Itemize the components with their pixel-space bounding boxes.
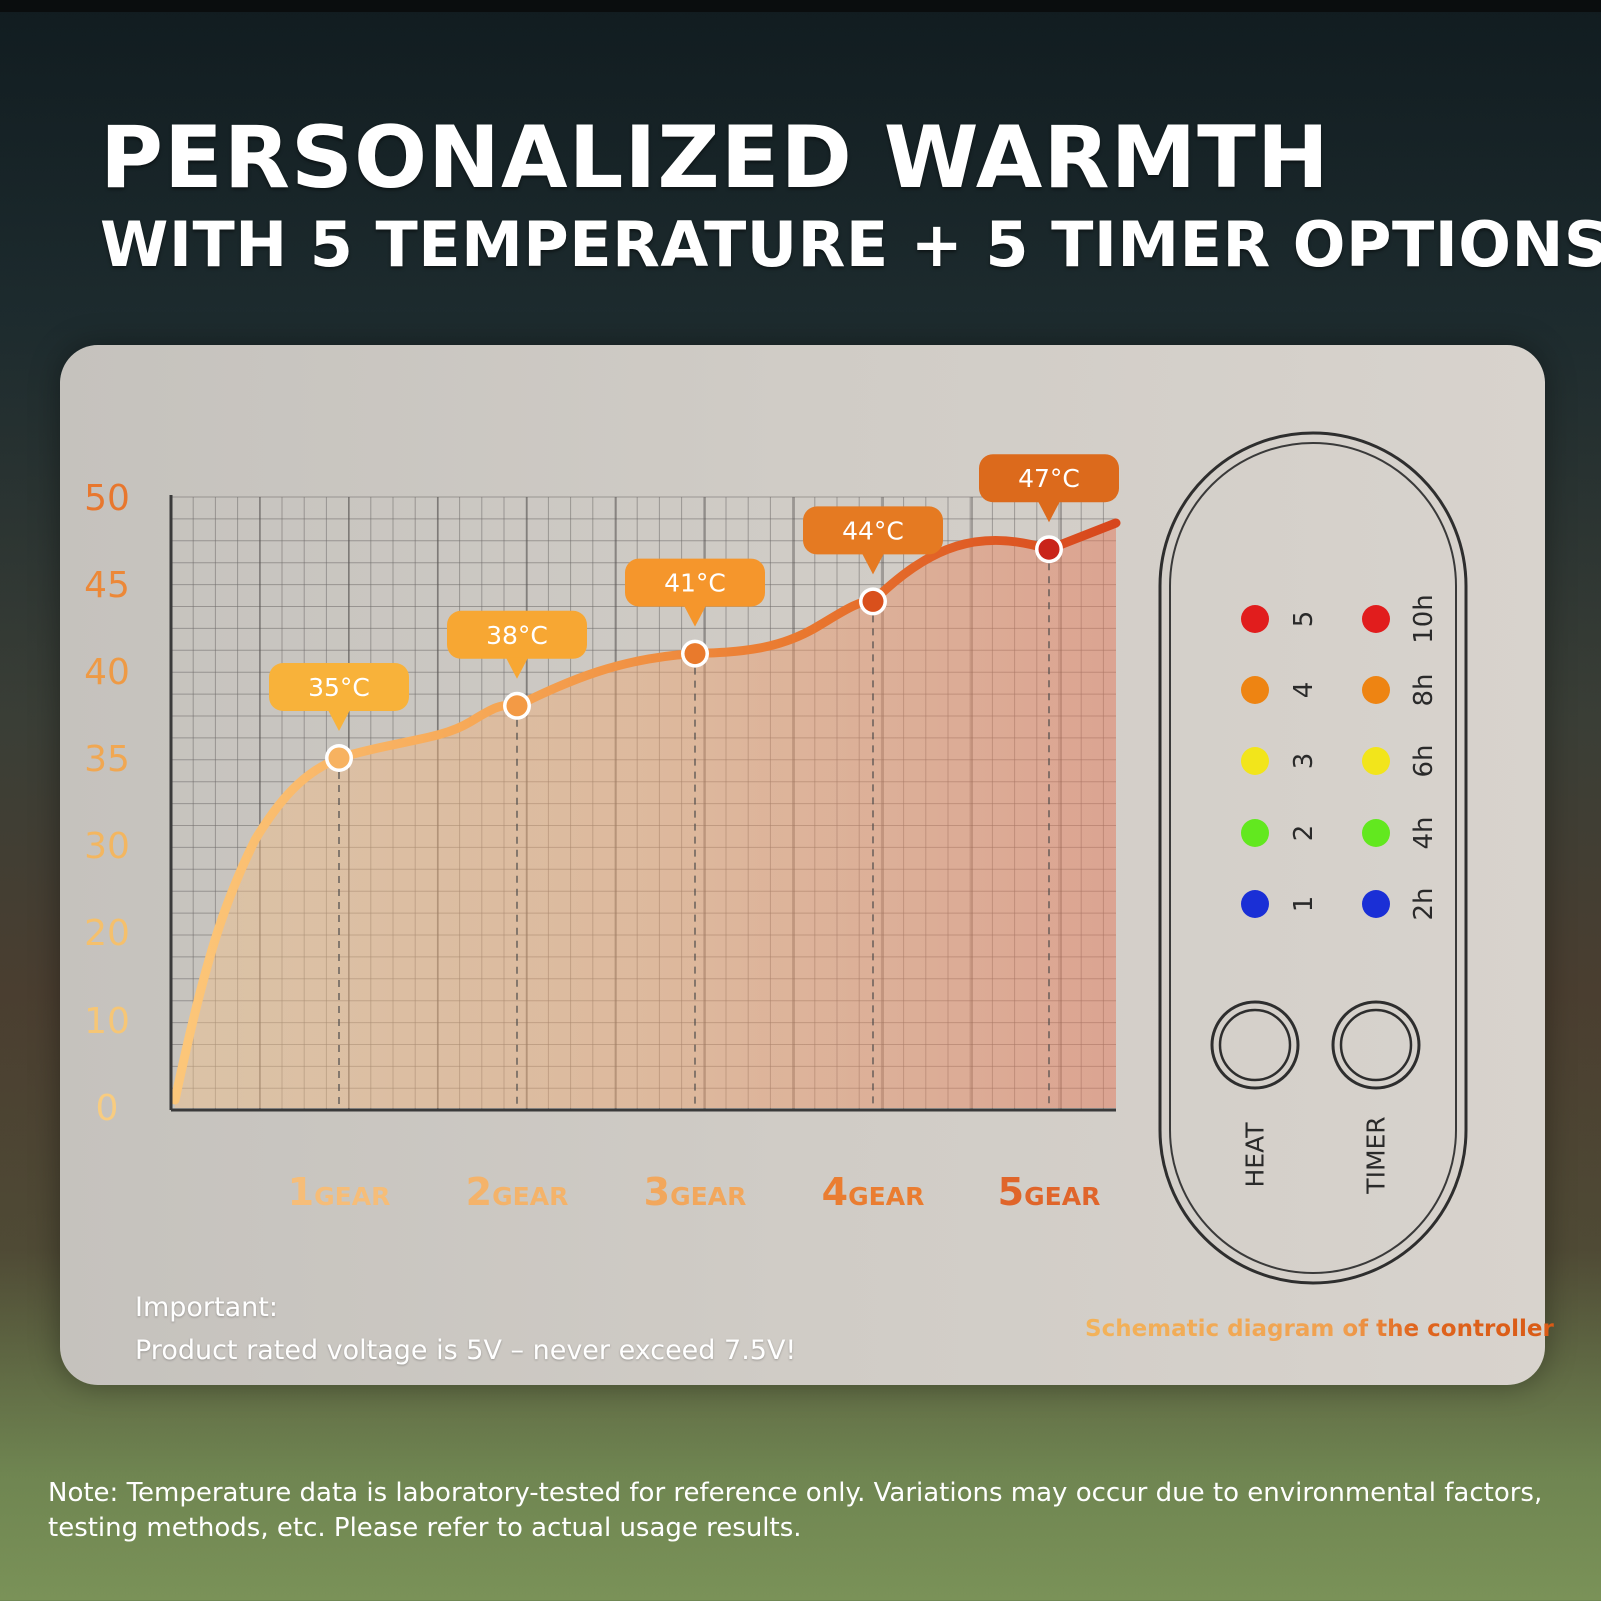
gear-labels: 1GEAR 2GEAR 3GEAR 4GEAR 5GEAR xyxy=(288,1170,1101,1214)
controller-inner xyxy=(1169,442,1457,1274)
y-tick-label: 0 xyxy=(96,1088,119,1129)
callout-box xyxy=(625,558,765,607)
timer-level-label: 4h xyxy=(1409,816,1439,849)
heat-level-label: 5 xyxy=(1289,611,1319,628)
gear-number: 2 xyxy=(466,1170,492,1214)
value-callouts: 35°C 38°C 41°C 44°C 47°C xyxy=(269,454,1119,731)
led-rows: 5 10h 4 8h 3 6h 2 4h 1 2h xyxy=(1241,594,1439,921)
timer-level-label: 8h xyxy=(1409,673,1439,706)
callout-label: 41°C xyxy=(664,569,726,598)
gear-label: 3GEAR xyxy=(644,1170,747,1214)
timer-level-label: 2h xyxy=(1409,887,1439,920)
data-markers xyxy=(325,535,1063,772)
gear-word: GEAR xyxy=(492,1182,568,1211)
gear-number: 1 xyxy=(288,1170,314,1214)
important-label: Important: xyxy=(135,1292,278,1323)
marker-dot xyxy=(506,695,528,717)
timer-led xyxy=(1362,605,1390,633)
marker-dot xyxy=(1038,538,1060,560)
heat-led xyxy=(1241,890,1269,918)
callout-box xyxy=(803,506,943,555)
callout-label: 47°C xyxy=(1018,464,1080,493)
y-tick-labels: 50 45 40 35 30 20 10 0 xyxy=(84,478,130,1129)
callout-label: 44°C xyxy=(842,516,904,545)
timer-led xyxy=(1362,747,1390,775)
gear-word: GEAR xyxy=(848,1182,924,1211)
footnote: Note: Temperature data is laboratory-tes… xyxy=(48,1478,1543,1543)
timer-button-label: TIMER xyxy=(1362,1116,1391,1194)
heat-level-label: 4 xyxy=(1289,682,1319,699)
controller-buttons: HEAT TIMER xyxy=(1210,1000,1421,1195)
gear-label: 1GEAR xyxy=(288,1170,391,1214)
timer-button-inner xyxy=(1339,1008,1413,1082)
callout-box xyxy=(979,454,1119,503)
gear-number: 4 xyxy=(822,1170,848,1214)
callout-box xyxy=(447,610,587,659)
y-tick-label: 10 xyxy=(84,1001,130,1042)
y-tick-label: 20 xyxy=(84,913,130,954)
callout-label: 35°C xyxy=(308,673,370,702)
y-tick-label: 50 xyxy=(84,478,130,519)
marker-dot xyxy=(862,590,884,612)
caption-part2: of the controller xyxy=(1342,1316,1554,1342)
curve-area xyxy=(175,523,1116,1108)
callout-pointer xyxy=(862,553,884,575)
callout-pointer xyxy=(328,710,350,731)
gear-label: 4GEAR xyxy=(822,1170,925,1214)
marker-dot xyxy=(684,643,706,665)
timer-led xyxy=(1362,890,1390,918)
timer-level-label: 10h xyxy=(1409,594,1439,644)
gear-number: 3 xyxy=(644,1170,670,1214)
timer-level-label: 6h xyxy=(1409,744,1439,777)
heat-led xyxy=(1241,819,1269,847)
heat-led xyxy=(1241,605,1269,633)
gear-label: 2GEAR xyxy=(466,1170,569,1214)
top-bar xyxy=(0,0,1601,12)
controller-diagram: 5 10h 4 8h 3 6h 2 4h 1 2h HEAT TIMER xyxy=(1158,431,1468,1285)
heat-level-label: 3 xyxy=(1289,753,1319,770)
timer-led xyxy=(1362,819,1390,847)
drop-lines xyxy=(338,563,1050,1108)
gear-word: GEAR xyxy=(314,1182,390,1211)
controller-caption: Schematic diagram of the controller xyxy=(1085,1316,1554,1342)
timer-led xyxy=(1362,676,1390,704)
heat-button-label: HEAT xyxy=(1241,1122,1270,1188)
gear-word: GEAR xyxy=(1024,1182,1100,1211)
subheadline: WITH 5 TEMPERATURE + 5 TIMER OPTIONS xyxy=(100,208,1601,281)
callout-box xyxy=(269,663,409,711)
gear-label: 5GEAR xyxy=(998,1170,1101,1214)
y-tick-label: 40 xyxy=(84,652,130,693)
heat-led xyxy=(1241,747,1269,775)
marker-dot xyxy=(328,747,350,769)
callout-pointer xyxy=(1038,501,1060,523)
heat-level-label: 2 xyxy=(1289,825,1319,842)
y-tick-label: 30 xyxy=(84,826,130,867)
caption-part1: Schematic diagram xyxy=(1085,1316,1335,1342)
timer-button-outer xyxy=(1331,1000,1421,1090)
important-text: Product rated voltage is 5V – never exce… xyxy=(135,1335,797,1366)
callout-pointer xyxy=(506,657,528,679)
controller-outer xyxy=(1158,431,1468,1285)
y-tick-label: 45 xyxy=(84,565,130,606)
callout-pointer xyxy=(684,605,706,627)
callout-label: 38°C xyxy=(486,621,548,650)
y-tick-label: 35 xyxy=(84,739,130,780)
heat-button-inner xyxy=(1218,1008,1292,1082)
gear-number: 5 xyxy=(998,1170,1024,1214)
heat-button-outer xyxy=(1210,1000,1300,1090)
heat-led xyxy=(1241,676,1269,704)
headline: PERSONALIZED WARMTH xyxy=(100,108,1330,208)
heat-level-label: 1 xyxy=(1289,896,1319,913)
gear-word: GEAR xyxy=(670,1182,746,1211)
